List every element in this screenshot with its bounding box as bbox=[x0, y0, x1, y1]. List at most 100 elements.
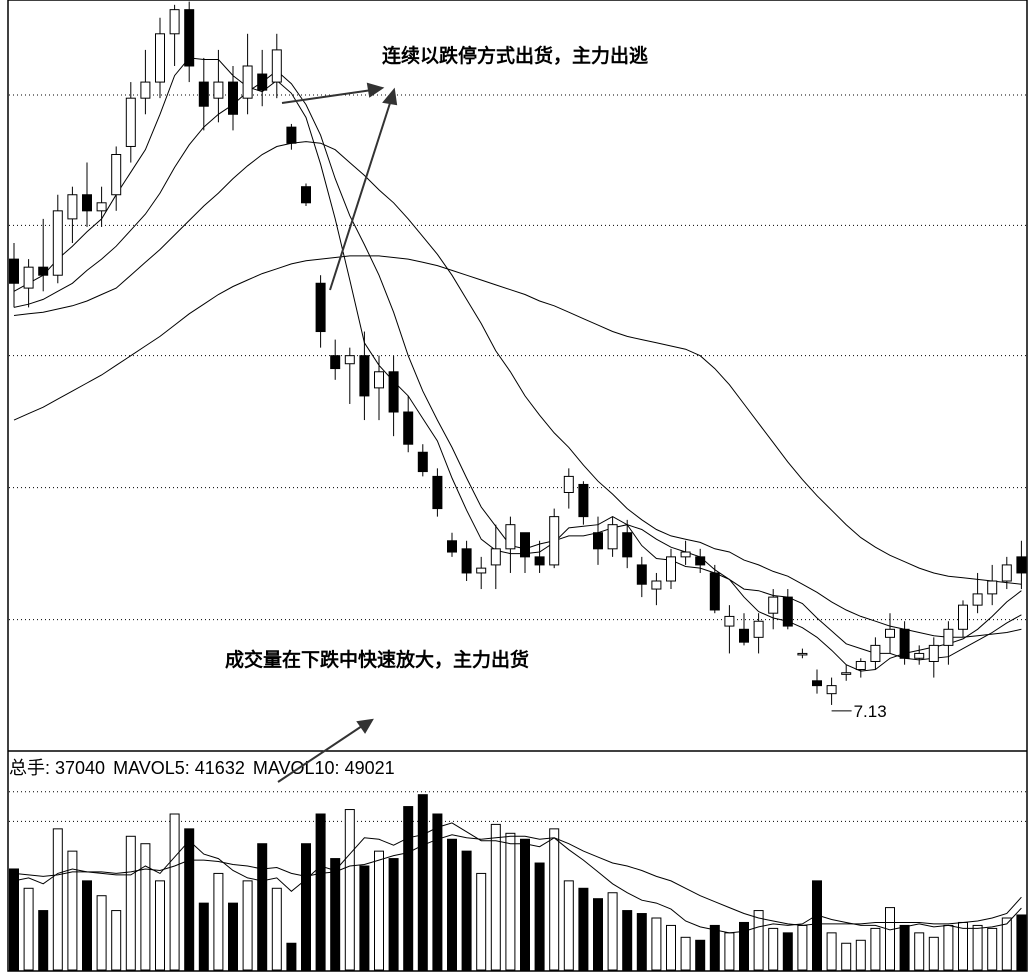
candle-body bbox=[52, 210, 63, 276]
candle-body bbox=[534, 556, 545, 566]
candle-body bbox=[1016, 556, 1027, 574]
volume-bar bbox=[782, 932, 793, 971]
candle-body bbox=[330, 355, 341, 370]
volume-bar bbox=[359, 865, 370, 971]
volume-bar bbox=[928, 936, 939, 971]
volume-bar bbox=[432, 813, 443, 971]
volume-bar bbox=[870, 927, 881, 971]
candle-body bbox=[636, 564, 647, 585]
volume-bar bbox=[1016, 914, 1027, 971]
volume-bar bbox=[666, 924, 676, 971]
volume-bar bbox=[855, 939, 866, 971]
volume-bar bbox=[184, 828, 195, 971]
volume-bar bbox=[578, 887, 589, 971]
volume-bar bbox=[826, 932, 837, 971]
volume-bar bbox=[52, 828, 63, 971]
volume-bar bbox=[695, 939, 706, 971]
candle-body bbox=[549, 516, 560, 566]
volume-bar bbox=[67, 850, 78, 971]
annotation: 成交量在下跌中快速放大，主力出货 bbox=[225, 648, 529, 671]
candle-body bbox=[490, 548, 501, 566]
volume-bar bbox=[169, 813, 180, 971]
candle-body bbox=[403, 411, 414, 445]
candle-body bbox=[111, 154, 122, 196]
candle-body bbox=[987, 580, 998, 595]
legend-entry: 41632 bbox=[195, 758, 245, 778]
volume-bar bbox=[680, 936, 691, 971]
volume-bar bbox=[943, 924, 954, 971]
arrow-head bbox=[366, 82, 385, 98]
candle-body bbox=[257, 73, 268, 91]
candle-body bbox=[651, 580, 662, 590]
candle-body bbox=[943, 628, 954, 646]
volume-bar bbox=[344, 809, 355, 971]
candle-body bbox=[417, 451, 428, 473]
candle-body bbox=[972, 593, 983, 606]
volume-bar bbox=[709, 924, 720, 971]
arrow bbox=[329, 99, 392, 291]
volume-bar bbox=[140, 843, 151, 971]
ma-line bbox=[13, 141, 1022, 638]
candle-body bbox=[768, 596, 779, 614]
candle-body bbox=[125, 97, 136, 147]
volume-bar bbox=[198, 902, 209, 971]
volume-bar bbox=[403, 806, 414, 971]
volume-bar bbox=[622, 910, 633, 971]
candle-body bbox=[870, 644, 881, 662]
volume-bar bbox=[9, 868, 19, 971]
candle-body bbox=[23, 266, 34, 289]
ma-line bbox=[13, 255, 1022, 585]
legend-entry: MAVOL5: bbox=[113, 758, 190, 778]
volume-bar bbox=[739, 921, 749, 971]
candle-body bbox=[155, 33, 165, 83]
volume-bar bbox=[447, 838, 457, 971]
candle-body bbox=[826, 685, 837, 695]
volume-bar bbox=[23, 887, 34, 971]
volume-bar bbox=[520, 838, 530, 971]
legend-entry: 37040 bbox=[55, 758, 105, 778]
candle-body bbox=[709, 572, 720, 611]
candle-body bbox=[563, 475, 574, 493]
candle-body bbox=[476, 567, 487, 574]
volume-bar bbox=[38, 910, 49, 971]
volume-bar bbox=[330, 858, 341, 971]
volume-bar bbox=[417, 794, 428, 971]
candle-body bbox=[271, 49, 282, 83]
candle-body bbox=[82, 194, 92, 212]
arrow-head bbox=[356, 718, 374, 734]
candle-body bbox=[1001, 564, 1012, 582]
legend-entry: 总手: bbox=[9, 758, 50, 778]
volume-bar bbox=[388, 858, 399, 971]
volume-bar bbox=[1001, 917, 1012, 971]
candle-body bbox=[578, 483, 589, 518]
candle-body bbox=[213, 81, 224, 99]
ma-line bbox=[13, 57, 1022, 672]
candle-body bbox=[447, 540, 457, 553]
volume-bar bbox=[987, 927, 998, 971]
volume-bar bbox=[812, 880, 822, 971]
volume-bar bbox=[242, 880, 253, 971]
volume-bar bbox=[374, 850, 384, 971]
volume-bar bbox=[899, 924, 910, 971]
volume-bar bbox=[636, 913, 647, 971]
candle-body bbox=[607, 524, 618, 550]
candle-body bbox=[374, 371, 384, 389]
candle-body bbox=[680, 551, 691, 558]
candle-body bbox=[739, 628, 749, 643]
candle-body bbox=[666, 556, 676, 582]
volume-bar bbox=[534, 862, 545, 971]
candle-body bbox=[885, 628, 895, 638]
candle-body bbox=[359, 355, 370, 397]
volume-bar bbox=[607, 892, 618, 971]
candle-body bbox=[520, 532, 530, 558]
volume-bar bbox=[972, 924, 983, 971]
volume-bar bbox=[797, 924, 808, 971]
volume-bar bbox=[914, 932, 925, 971]
volume-bar bbox=[96, 895, 107, 971]
candle-body bbox=[914, 652, 925, 659]
plot: 7.13 总手: 37040 MAVOL5: 41632 MAVOL10: 49021 bbox=[9, 1, 1027, 971]
volume-bar bbox=[505, 832, 516, 971]
candle-body bbox=[622, 532, 633, 558]
candle-body bbox=[198, 81, 209, 107]
